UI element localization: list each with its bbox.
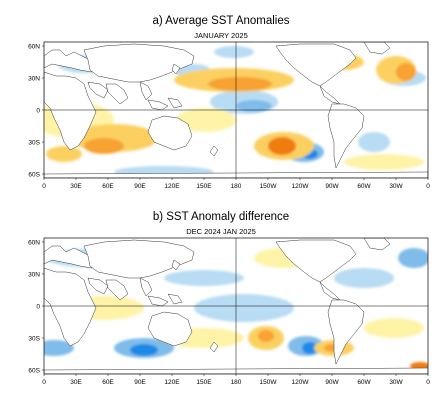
panel_b-lon-label: 90W: [325, 379, 339, 386]
panel_b-lon-label: 0: [426, 379, 430, 386]
panel_b-lon-label: 120W: [292, 379, 310, 386]
panel_a-lat-label: 60S: [28, 171, 40, 178]
panel-a-subtitle: JANUARY 2025: [194, 31, 248, 40]
panel_b-lon-label: 120E: [164, 379, 180, 386]
panel_b-lon-label: 30E: [70, 379, 82, 386]
panel_b-lat-label: 0: [36, 303, 40, 310]
panel_b-lat-label: 30S: [28, 335, 40, 342]
panel_a-lat-label: 0: [36, 107, 40, 114]
panel_b-lon-label: 60W: [357, 379, 371, 386]
panel_a-lon-label: 120W: [292, 183, 310, 190]
panel_a-lat-label: 30N: [28, 75, 40, 82]
panel_a-lon-label: 90W: [325, 183, 339, 190]
panel-b-subtitle: DEC 2024 JAN 2025: [186, 227, 256, 236]
panel_a-lon-label: 150W: [260, 183, 278, 190]
panel_b-lon-label: 150E: [196, 379, 212, 386]
panel-a-title: a) Average SST Anomalies: [152, 15, 290, 27]
panel-b-anomaly-field: [44, 238, 428, 374]
panel_b-lon-label: 0: [42, 379, 46, 386]
panel_a-lat-label: 60N: [28, 43, 40, 50]
panel-a-anomaly-field: [44, 42, 428, 178]
panel_b-lon-label: 60E: [102, 379, 114, 386]
panel_a-lat-label: 30S: [28, 139, 40, 146]
panel_a-lon-label: 0: [426, 183, 430, 190]
panel_a-lon-label: 30E: [70, 183, 82, 190]
panel_b-lat-label: 30N: [28, 271, 40, 278]
panel_b-lon-label: 180: [231, 379, 242, 386]
panel_a-lon-label: 60E: [102, 183, 114, 190]
panel_a-lon-label: 150E: [196, 183, 212, 190]
panel-b-title: b) SST Anomaly difference: [152, 211, 290, 223]
panel_a-lon-label: 30W: [389, 183, 403, 190]
panel_b-lon-label: 150W: [260, 379, 278, 386]
panel_a-lon-label: 0: [42, 183, 46, 190]
panel_a-lon-label: 180: [231, 183, 242, 190]
panel_a-lon-label: 60W: [357, 183, 371, 190]
panel_b-lon-label: 30W: [389, 379, 403, 386]
panel_b-lon-label: 90E: [134, 379, 146, 386]
panel_b-lat-label: 60S: [28, 367, 40, 374]
panel_b-lat-label: 60N: [28, 239, 40, 246]
panel_a-lon-label: 90E: [134, 183, 146, 190]
panel_a-lon-label: 120E: [164, 183, 180, 190]
